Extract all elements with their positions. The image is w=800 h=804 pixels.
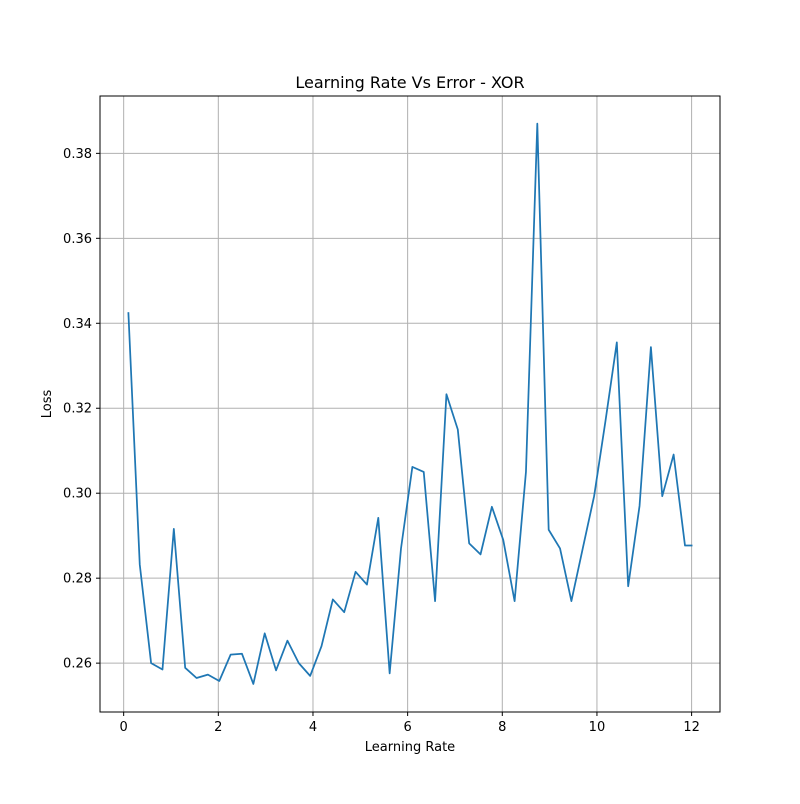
x-tick-label: 10 [589,720,606,735]
grid-lines [100,96,720,712]
y-axis-label: Loss [40,390,55,419]
y-tick-label: 0.36 [63,232,92,247]
y-tick-label: 0.32 [63,402,92,417]
x-tick-label: 4 [309,720,317,735]
y-tick-label: 0.38 [63,147,92,162]
x-tick-label: 0 [120,720,128,735]
y-tick-label: 0.34 [63,317,92,332]
x-axis-label: Learning Rate [365,740,455,755]
x-axis-ticks: 0 2 4 6 8 10 12 [120,712,700,735]
x-tick-label: 8 [498,720,506,735]
plot-frame [99,95,721,713]
y-tick-label: 0.28 [63,572,92,587]
chart-title: Learning Rate Vs Error - XOR [295,73,524,92]
x-tick-label: 6 [403,720,411,735]
loss-series-line [127,122,693,685]
y-axis-ticks: 0.26 0.28 0.30 0.32 0.34 0.36 0.38 [63,147,100,672]
y-tick-label: 0.30 [63,487,92,502]
y-tick-label: 0.26 [63,657,92,672]
x-tick-label: 2 [214,720,222,735]
x-tick-label: 12 [683,720,700,735]
series-layer [127,122,693,685]
